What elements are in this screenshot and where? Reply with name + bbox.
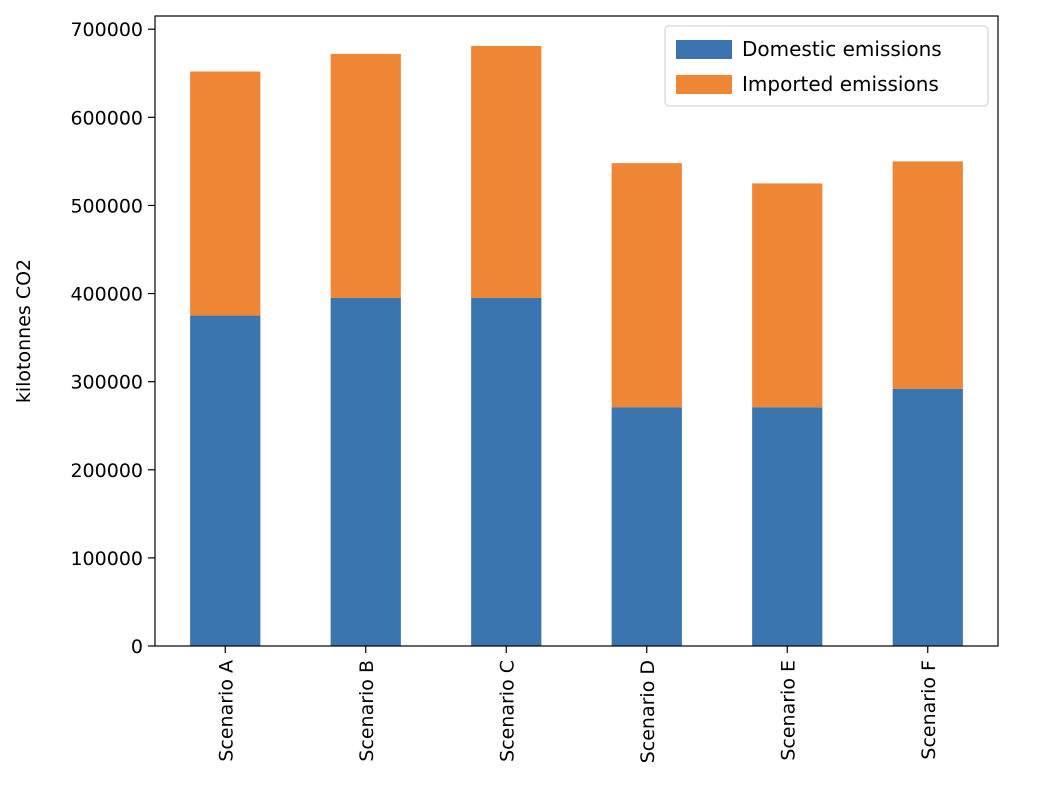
y-tick-label: 600000 xyxy=(70,107,143,129)
y-tick-label: 500000 xyxy=(70,195,143,217)
bar-domestic-scenario-f xyxy=(892,388,963,646)
bar-imported-scenario-c xyxy=(471,45,542,298)
legend: Domestic emissions Imported emissions xyxy=(664,25,989,107)
legend-swatch xyxy=(676,75,732,94)
y-tick-label: 300000 xyxy=(70,372,143,394)
legend-box xyxy=(664,25,989,107)
bars-layer xyxy=(190,45,963,646)
bar-domestic-scenario-b xyxy=(330,297,401,646)
x-tick-label: Scenario E xyxy=(777,660,799,761)
bar-imported-scenario-e xyxy=(752,183,823,408)
x-tick-label: Scenario A xyxy=(215,660,237,762)
bar-imported-scenario-d xyxy=(611,163,682,408)
x-tick-label: Scenario D xyxy=(637,660,659,763)
plot-area-frame xyxy=(154,15,999,647)
bar-domestic-scenario-a xyxy=(190,315,261,646)
y-tick-label: 100000 xyxy=(70,548,143,570)
x-tick-label: Scenario F xyxy=(918,660,940,760)
y-axis-label: kilotonnes CO2 xyxy=(13,259,35,403)
y-tick-label: 400000 xyxy=(70,284,143,306)
y-tick-label: 200000 xyxy=(70,460,143,482)
y-tick-label: 700000 xyxy=(70,19,143,41)
legend-label: Domestic emissions xyxy=(742,37,942,61)
bar-domestic-scenario-e xyxy=(752,407,823,646)
legend-label: Imported emissions xyxy=(742,72,939,96)
bar-domestic-scenario-c xyxy=(471,297,542,646)
bar-imported-scenario-a xyxy=(190,71,261,316)
x-tick-label: Scenario C xyxy=(496,660,518,762)
bar-imported-scenario-b xyxy=(330,53,401,298)
bar-imported-scenario-f xyxy=(892,161,963,389)
bar-domestic-scenario-d xyxy=(611,407,682,646)
legend-swatch xyxy=(676,40,732,59)
y-tick-label: 0 xyxy=(131,636,143,658)
x-tick-label: Scenario B xyxy=(356,660,378,762)
x-axis: Scenario A Scenario B Scenario C Scenario D… xyxy=(215,646,940,763)
y-axis: 0 100000 200000 300000 400000 500000 600000 700… xyxy=(70,19,155,658)
